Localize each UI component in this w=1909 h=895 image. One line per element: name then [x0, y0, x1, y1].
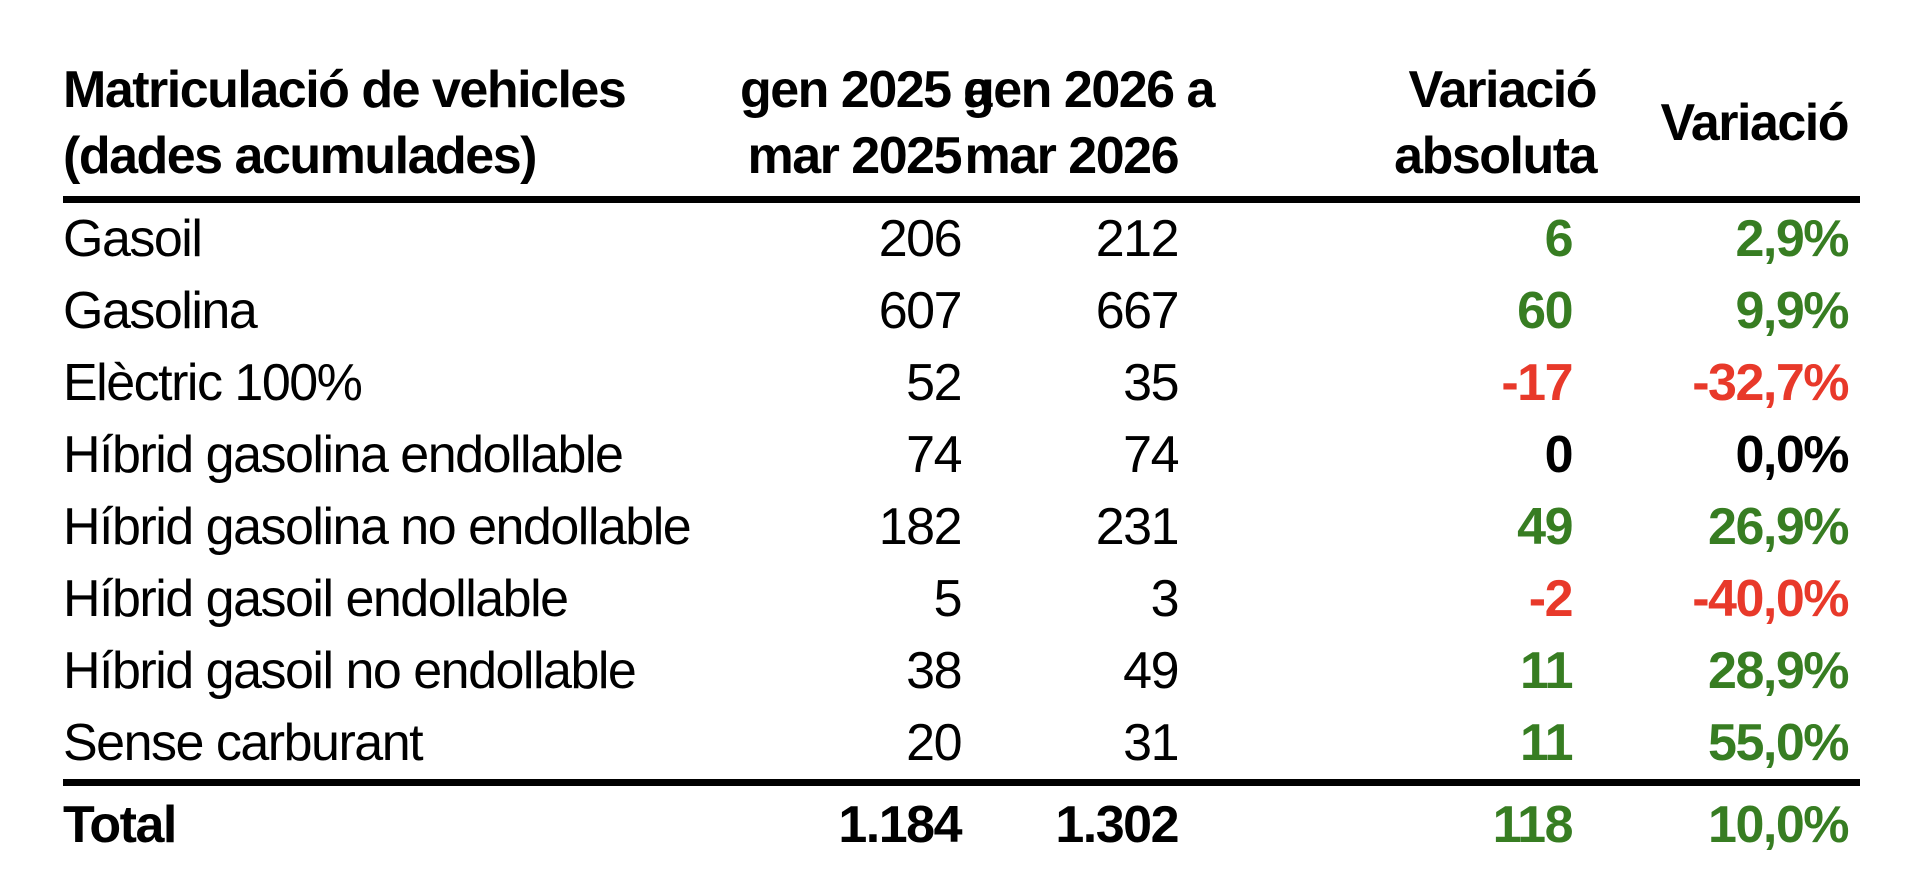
- row-label: Sense carburant: [63, 714, 424, 772]
- value-gen2026: 3: [1150, 570, 1180, 628]
- column-header-variacio: Variació: [1600, 50, 1860, 203]
- table-row: Híbrid gasolina endollable 74 74 0 0,0%: [63, 419, 1860, 491]
- value-gen2025: 5: [933, 570, 963, 628]
- value-gen2025: 20: [906, 714, 962, 772]
- header-row: Matriculació de vehicles (dades acumulad…: [63, 50, 1860, 203]
- variation-percent: 9,9%: [1735, 282, 1849, 340]
- value-gen2025: 74: [906, 426, 962, 484]
- row-label: Híbrid gasoil endollable: [63, 570, 569, 628]
- value-gen2025: 52: [906, 354, 962, 412]
- vehicle-registration-table: Matriculació de vehicles (dades acumulad…: [63, 50, 1860, 864]
- value-gen2025: 38: [906, 642, 962, 700]
- total-variation-percent: 10,0%: [1600, 779, 1860, 864]
- table-title-line1: Matriculació de vehicles: [63, 61, 627, 119]
- total-row: Total 1.184 1.302 118 10,0%: [63, 779, 1860, 864]
- total-variation-absolute: 118: [1180, 779, 1600, 864]
- table-title-line2: (dades acumulades): [63, 127, 537, 185]
- column-header-variacio-absoluta: Variació absoluta: [1180, 50, 1600, 203]
- variation-absolute: 0: [1544, 426, 1574, 484]
- value-gen2026: 74: [1123, 426, 1179, 484]
- row-label: Híbrid gasolina endollable: [63, 426, 624, 484]
- variation-percent: 26,9%: [1708, 498, 1849, 556]
- row-label: Híbrid gasoil no endollable: [63, 642, 637, 700]
- variation-absolute: 49: [1517, 498, 1573, 556]
- table-row: Híbrid gasolina no endollable 182 231 49…: [63, 491, 1860, 563]
- variation-absolute: -2: [1528, 570, 1574, 628]
- variation-percent: -40,0%: [1692, 570, 1849, 628]
- value-gen2026: 31: [1123, 714, 1179, 772]
- variation-absolute: -17: [1501, 354, 1573, 412]
- value-gen2026: 231: [1095, 498, 1180, 556]
- variation-percent: 0,0%: [1735, 426, 1849, 484]
- value-gen2026: 35: [1123, 354, 1179, 412]
- total-label: Total: [63, 779, 740, 864]
- column-header-title: Matriculació de vehicles (dades acumulad…: [63, 50, 740, 203]
- value-gen2026: 212: [1095, 210, 1180, 268]
- variation-absolute: 11: [1520, 642, 1573, 700]
- table-row: Elèctric 100% 52 35 -17 -32,7%: [63, 347, 1860, 419]
- variation-absolute: 60: [1517, 282, 1573, 340]
- variation-percent: -32,7%: [1692, 354, 1849, 412]
- variation-absolute: 11: [1520, 714, 1573, 772]
- table-row: Híbrid gasoil no endollable 38 49 11 28,…: [63, 635, 1860, 707]
- column-header-gen2025: gen 2025 a mar 2025: [740, 50, 992, 203]
- row-label: Gasolina: [63, 282, 258, 340]
- row-label: Elèctric 100%: [63, 354, 363, 412]
- total-gen2025: 1.184: [740, 779, 963, 864]
- column-header-gen2026: gen 2026 a mar 2026: [963, 50, 1215, 203]
- table-row: Sense carburant 20 31 11 55,0%: [63, 707, 1860, 783]
- variation-percent: 55,0%: [1708, 714, 1849, 772]
- table-row: Híbrid gasoil endollable 5 3 -2 -40,0%: [63, 563, 1860, 635]
- table-row: Gasolina 607 667 60 9,9%: [63, 275, 1860, 347]
- value-gen2025: 607: [878, 282, 963, 340]
- total-gen2026: 1.302: [963, 779, 1180, 864]
- table-row: Gasoil 206 212 6 2,9%: [63, 200, 1860, 276]
- value-gen2025: 182: [878, 498, 963, 556]
- variation-percent: 28,9%: [1708, 642, 1849, 700]
- value-gen2025: 206: [878, 210, 963, 268]
- variation-percent: 2,9%: [1735, 210, 1849, 268]
- value-gen2026: 49: [1123, 642, 1179, 700]
- row-label: Gasoil: [63, 210, 203, 268]
- row-label: Híbrid gasolina no endollable: [63, 498, 692, 556]
- variation-absolute: 6: [1544, 210, 1574, 268]
- value-gen2026: 667: [1095, 282, 1180, 340]
